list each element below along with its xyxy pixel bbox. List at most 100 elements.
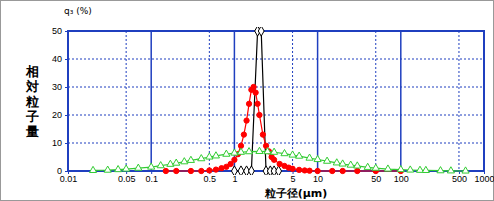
x-tick-label: 500 <box>452 174 467 184</box>
y-tick-label: 40 <box>52 54 62 64</box>
series-point <box>447 167 454 173</box>
x-tick-label: 0.1 <box>145 174 158 184</box>
x-tick-label: 10 <box>313 174 323 184</box>
y-tick-label: 50 <box>52 26 62 36</box>
series-point <box>198 155 205 161</box>
x-grid-line <box>458 31 459 171</box>
series-point <box>340 168 345 173</box>
series-point <box>255 101 260 106</box>
series-point <box>355 168 360 173</box>
series-point <box>333 159 340 165</box>
y-axis: 0 10 20 30 40 50 <box>52 26 69 176</box>
chart: 0.010.050.10.515105010050010000102030405… <box>0 0 494 201</box>
x-tick-label: 100 <box>394 174 409 184</box>
series-point <box>407 166 414 172</box>
y-grid-line <box>68 87 484 88</box>
y-tick-label: 30 <box>52 82 62 92</box>
x-tick-label: 0.01 <box>60 174 78 184</box>
series-point <box>364 163 371 169</box>
series-point <box>306 154 313 160</box>
y-axis-title: 相対粒子量 <box>25 64 39 139</box>
x-grid-line <box>375 31 376 171</box>
x-grid-line <box>400 31 402 171</box>
series-point <box>271 148 278 154</box>
y-tick: 50 <box>52 26 68 36</box>
y-tick-mark <box>65 59 68 60</box>
series-point <box>289 151 296 157</box>
series-point <box>271 157 276 162</box>
series-point <box>207 168 212 173</box>
series-point <box>315 168 320 173</box>
y-tick-mark <box>65 143 68 144</box>
x-tick: 1000 <box>474 171 494 184</box>
series-point <box>245 148 252 154</box>
x-tick: 0.1 <box>145 171 158 184</box>
series-point <box>246 101 251 106</box>
series-point <box>290 166 295 171</box>
y-tick: 40 <box>52 54 68 64</box>
series-point <box>163 168 168 173</box>
x-tick-label: 0.05 <box>118 174 136 184</box>
series-line <box>166 87 401 171</box>
series-point <box>212 152 219 158</box>
series-point <box>314 155 321 161</box>
plot-area <box>89 27 469 175</box>
y-unit-label: q₃ (%) <box>64 6 92 16</box>
series-point <box>173 159 180 165</box>
series-point <box>437 167 444 173</box>
series-point <box>397 165 404 171</box>
series-point <box>237 148 244 154</box>
series-point <box>157 162 164 168</box>
series-point <box>260 132 265 137</box>
series-point <box>296 152 303 158</box>
series-point <box>256 147 263 153</box>
y-tick-mark <box>65 31 68 32</box>
series-point <box>135 164 142 170</box>
series-point <box>258 27 264 36</box>
series-point <box>238 166 244 175</box>
x-tick: 0.01 <box>60 171 78 184</box>
series-point <box>347 161 354 167</box>
x-grid-line <box>150 31 152 171</box>
y-grid-line <box>68 143 484 144</box>
grid <box>68 31 484 171</box>
x-grid-line <box>126 31 127 171</box>
x-grid-line <box>317 31 319 171</box>
x-tick: 0.05 <box>118 171 136 184</box>
outer-frame <box>1 1 494 201</box>
series-point <box>244 118 249 123</box>
series-point <box>148 163 155 169</box>
series-point <box>339 160 346 166</box>
series-point <box>232 157 237 162</box>
series-point <box>253 90 258 95</box>
y-tick: 0 <box>57 166 68 176</box>
y-tick: 20 <box>52 110 68 120</box>
x-grid-line <box>209 31 210 171</box>
series-point <box>264 148 271 154</box>
y-tick-label: 10 <box>52 138 62 148</box>
series-point <box>231 166 237 175</box>
series-line <box>234 31 278 171</box>
y-grid-line <box>68 59 484 60</box>
x-tick-label: 1 <box>232 174 237 184</box>
series-point <box>123 165 130 171</box>
series-point <box>330 168 335 173</box>
series-point <box>296 167 301 172</box>
y-tick: 10 <box>52 138 68 148</box>
y-tick-label: 0 <box>57 166 62 176</box>
y-tick-mark <box>65 115 68 116</box>
series-point <box>213 167 218 172</box>
y-tick-mark <box>65 171 68 172</box>
series-point <box>422 166 429 172</box>
series-point <box>241 132 246 137</box>
series-point <box>231 149 238 155</box>
series-point <box>257 112 262 117</box>
x-tick-label: 5 <box>291 174 296 184</box>
series-point <box>354 162 361 168</box>
x-axis-title: 粒子径(μm) <box>264 187 328 200</box>
series-point <box>276 166 282 175</box>
series-point <box>187 156 194 162</box>
x-tick-label: 0.5 <box>204 174 217 184</box>
series-point <box>384 165 391 171</box>
series-point <box>324 157 331 163</box>
